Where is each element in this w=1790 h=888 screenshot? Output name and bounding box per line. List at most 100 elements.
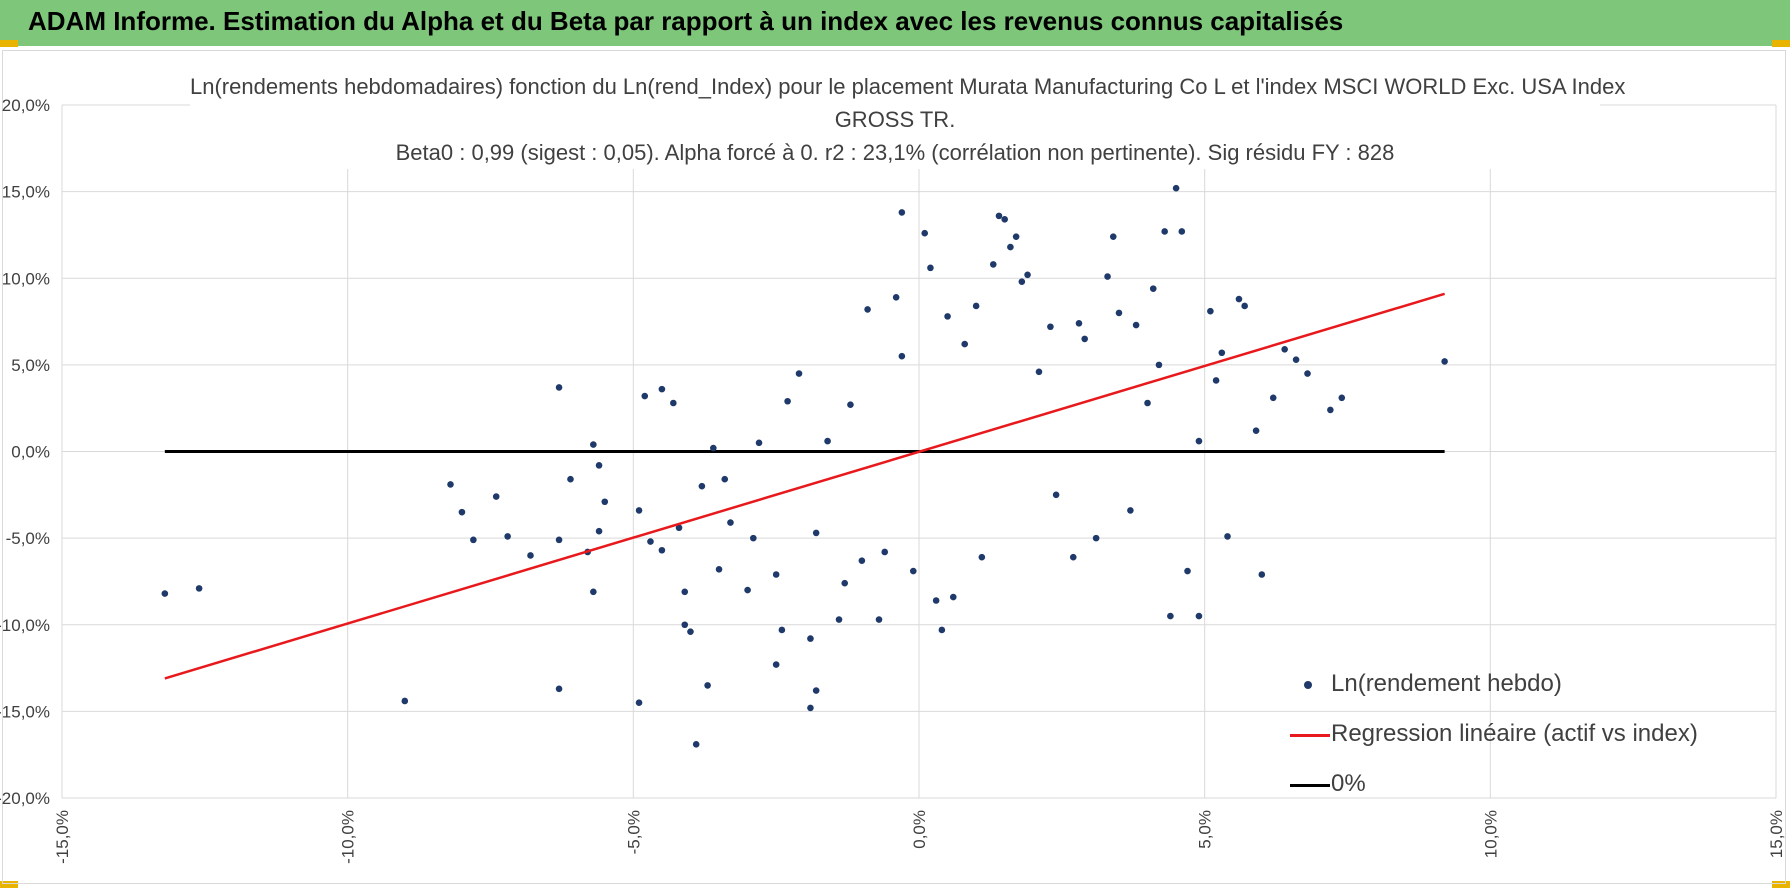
legend-label-scatter: Ln(rendement hebdo) (1331, 670, 1562, 697)
scatter-point (744, 586, 751, 594)
legend-item-zero: 0% (1290, 766, 1692, 816)
scatter-point (527, 552, 534, 559)
scatter-point (721, 475, 729, 483)
scatter-point (555, 536, 563, 544)
x-tick-label: -15,0% (53, 810, 72, 864)
scatter-point (595, 527, 603, 535)
scatter-point (1195, 612, 1203, 620)
y-tick-label: 0,0% (11, 443, 50, 462)
legend-marker-dot (1304, 681, 1312, 689)
chart-legend: Ln(rendement hebdo) Regression linéaire … (1290, 666, 1698, 816)
scatter-point (670, 399, 677, 407)
scatter-point (161, 590, 169, 597)
scatter-point (470, 536, 477, 544)
scatter-point (807, 635, 814, 642)
legend-item-scatter: Ln(rendement hebdo) (1292, 666, 1692, 716)
scatter-point (1184, 567, 1191, 575)
scatter-point (1218, 349, 1226, 357)
legend-marker-zero-line (1290, 784, 1330, 787)
x-tick-label: -5,0% (624, 810, 643, 854)
scatter-point (1235, 295, 1243, 303)
scatter-point (1269, 394, 1277, 402)
corner-marker-top-right (1772, 40, 1790, 47)
scatter-point (881, 548, 889, 556)
scatter-point (590, 441, 597, 448)
y-tick-label: 20,0% (2, 96, 50, 115)
scatter-point (195, 585, 203, 592)
header-bar (0, 0, 1790, 46)
x-tick-label: 0,0% (910, 810, 929, 849)
scatter-point (1132, 321, 1140, 329)
x-tick-label: -10,0% (339, 810, 358, 864)
scatter-point (601, 498, 609, 506)
scatter-point (1172, 184, 1180, 192)
scatter-point (755, 439, 763, 447)
scatter-point (1241, 302, 1248, 310)
scatter-point (778, 626, 786, 634)
scatter-point (647, 538, 654, 545)
scatter-point (824, 437, 831, 445)
y-tick-label: -5,0% (6, 529, 50, 548)
scatter-point (938, 626, 946, 634)
scatter-point (978, 553, 986, 561)
y-tick-label: -15,0% (0, 702, 50, 721)
scatter-point (1258, 571, 1266, 578)
scatter-point (710, 444, 717, 452)
scatter-point (1292, 356, 1300, 363)
chart-title-line-1: Ln(rendements hebdomadaires) fonction du… (190, 74, 1626, 99)
scatter-point (989, 261, 997, 268)
scatter-point (898, 209, 906, 216)
scatter-point (921, 229, 929, 237)
scatter-point (1167, 612, 1174, 620)
corner-marker-bottom-left (0, 881, 18, 888)
scatter-point (932, 597, 940, 604)
x-tick-label: 5,0% (1196, 810, 1215, 849)
scatter-point (567, 475, 574, 483)
scatter-point (784, 397, 791, 405)
scatter-point (807, 704, 814, 712)
scatter-point (750, 534, 757, 542)
scatter-point (1161, 228, 1168, 235)
scatter-point (555, 685, 563, 693)
legend-marker-regression-line (1290, 734, 1330, 737)
scatter-point (635, 507, 643, 514)
scatter-point (1327, 406, 1334, 414)
chart-frame (2, 50, 1786, 884)
chart-title-line-2: GROSS TR. (834, 107, 956, 132)
scatter-point (1115, 309, 1123, 317)
scatter-point (909, 567, 917, 575)
x-tick-label: 10,0% (1481, 810, 1500, 858)
chart-title: Ln(rendements hebdomadaires) fonction du… (190, 70, 1626, 169)
scatter-point (401, 697, 409, 705)
scatter-point (1224, 533, 1231, 540)
scatter-point (681, 588, 689, 596)
scatter-point (835, 616, 843, 623)
scatter-point (812, 687, 820, 694)
legend-item-regression: Regression linéaire (actif vs index) (1290, 716, 1698, 766)
corner-marker-bottom-right (1772, 881, 1790, 888)
scatter-point (1144, 399, 1151, 407)
scatter-point (1109, 233, 1117, 240)
scatter-point (875, 616, 883, 623)
scatter-point (590, 588, 597, 596)
scatter-point (675, 524, 683, 532)
scatter-point (841, 579, 849, 587)
scatter-point (595, 462, 603, 469)
scatter-point (687, 628, 694, 635)
scatter-point (1047, 323, 1054, 331)
scatter-point (1281, 345, 1288, 353)
scatter-point (1035, 368, 1043, 376)
scatter-point (492, 493, 500, 500)
scatter-point (1069, 553, 1077, 561)
scatter-point (892, 294, 900, 301)
scatter-point (1212, 377, 1220, 384)
legend-label-zero: 0% (1331, 770, 1366, 797)
scatter-point (1001, 216, 1008, 223)
scatter-point (458, 508, 466, 516)
y-tick-label: -10,0% (0, 616, 50, 635)
scatter-point (704, 682, 711, 689)
scatter-point (1127, 507, 1134, 514)
scatter-point (1092, 534, 1100, 542)
scatter-point (641, 392, 649, 400)
scatter-point (927, 264, 934, 272)
